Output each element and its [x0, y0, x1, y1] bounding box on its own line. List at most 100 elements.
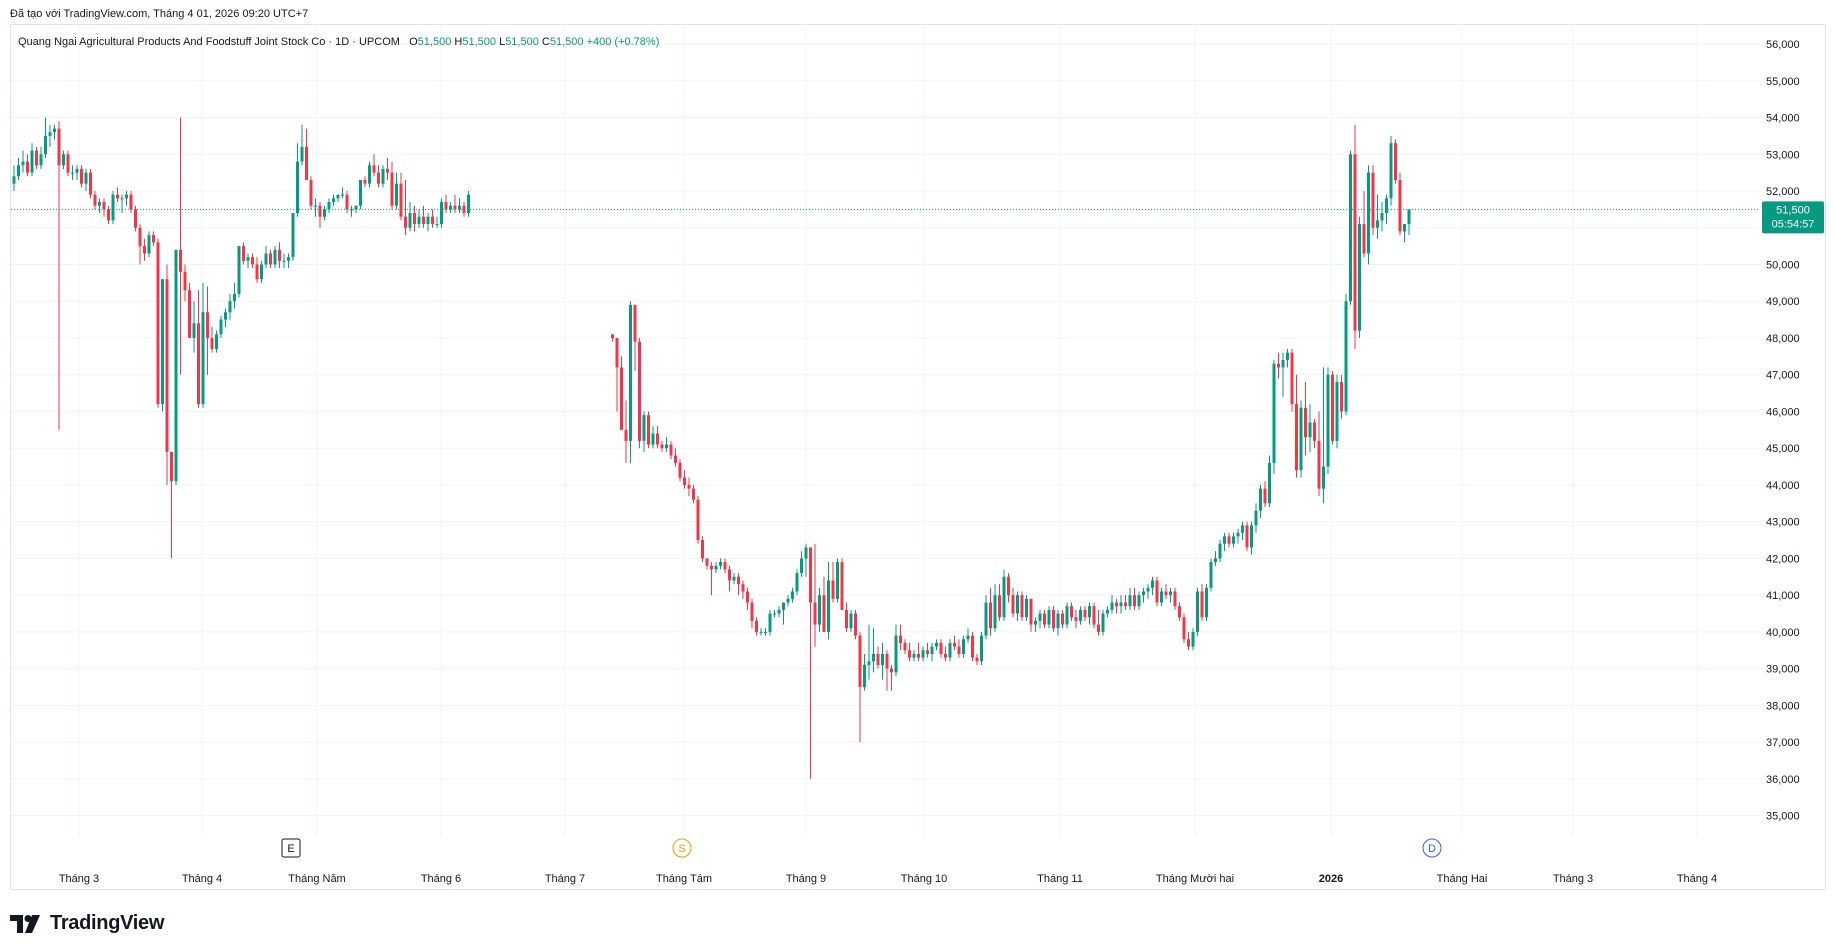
candle [62, 150, 65, 169]
candle [1128, 587, 1132, 610]
candle-body [39, 154, 43, 166]
candle [89, 168, 92, 199]
candle-body [795, 573, 799, 592]
candle [1133, 587, 1136, 610]
tradingview-logo[interactable]: TradingView [10, 912, 164, 935]
candle-body [912, 653, 916, 658]
candle-body [1155, 580, 1159, 603]
candle [714, 562, 718, 574]
candle [1061, 609, 1064, 629]
candle [449, 202, 452, 214]
candle [984, 595, 988, 640]
candle-body [624, 429, 628, 441]
y-tick-label: 43,000 [1766, 517, 1800, 529]
candle-body [1160, 591, 1163, 603]
candle-body [804, 547, 808, 559]
candle [651, 426, 655, 449]
candle-body [1394, 143, 1397, 180]
candle [908, 642, 911, 662]
candle [444, 194, 448, 214]
candle-body [422, 216, 425, 225]
candle-body [620, 367, 623, 430]
candle [399, 172, 403, 221]
candle [683, 470, 686, 489]
event-marker-dividend[interactable]: D [1422, 838, 1442, 858]
candle-body [1029, 598, 1033, 625]
candle [39, 146, 43, 169]
candle [323, 205, 326, 221]
candle [44, 117, 47, 158]
event-marker-earnings[interactable]: E [281, 838, 301, 858]
candle [300, 124, 304, 166]
candle [12, 165, 16, 191]
candle-body [777, 609, 781, 614]
x-tick-label: Tháng 11 [1037, 873, 1083, 885]
candle [881, 642, 884, 680]
candle [1389, 135, 1393, 206]
candle [1286, 348, 1289, 368]
candle [246, 253, 250, 269]
candle-body [998, 595, 1001, 618]
candle-body [246, 257, 250, 261]
candle [66, 150, 70, 177]
candle [215, 330, 218, 353]
candle-body [1106, 609, 1109, 614]
event-marker-split[interactable]: S [672, 838, 692, 858]
candle [305, 128, 308, 180]
candle-body [989, 602, 992, 629]
candle-body [1079, 609, 1082, 621]
candle-body [75, 168, 79, 173]
candle-body [849, 613, 853, 629]
candle [1124, 595, 1127, 610]
candle [1106, 606, 1109, 618]
candle-body [948, 642, 952, 658]
candle-body [854, 613, 857, 636]
open-label: O [409, 36, 418, 48]
candle [966, 628, 970, 643]
candle [1268, 455, 1271, 507]
candle-body [53, 128, 56, 133]
y-tick-label: 46,000 [1766, 406, 1800, 418]
candle-body [291, 213, 295, 258]
candle [1038, 609, 1042, 629]
x-tick-label: Tháng 4 [182, 873, 222, 885]
candle-body [1376, 220, 1379, 228]
candle [309, 176, 313, 210]
candle [422, 205, 425, 228]
candle-body [1353, 154, 1357, 331]
candle [948, 639, 952, 662]
candle [273, 246, 277, 269]
y-tick-label: 38,000 [1766, 700, 1800, 712]
candle-body [381, 168, 385, 184]
candle-body [363, 179, 367, 184]
candle [1299, 400, 1303, 478]
candle-body [1052, 609, 1055, 629]
candle [161, 279, 164, 412]
candle [1295, 374, 1298, 478]
candle [1317, 411, 1321, 496]
candle-body [273, 249, 277, 265]
candle-body [908, 650, 911, 658]
candle-body [921, 650, 925, 658]
candle-body [633, 304, 637, 342]
candle [629, 301, 632, 463]
candle-body [413, 213, 416, 225]
candle-body [1178, 606, 1181, 618]
candle-body [696, 499, 700, 541]
candle [188, 282, 191, 338]
candle [1209, 558, 1213, 592]
candle [255, 257, 259, 283]
candle [1092, 602, 1096, 629]
candle [1110, 595, 1114, 614]
candle-body [368, 165, 371, 184]
candle-body [152, 235, 155, 243]
candle [1349, 150, 1352, 305]
candle-body [732, 576, 736, 581]
candle-body [926, 650, 929, 654]
candle [242, 242, 245, 265]
candle-body [1403, 224, 1406, 232]
candle [701, 536, 704, 563]
candle [138, 224, 142, 265]
candle-body [786, 598, 790, 603]
